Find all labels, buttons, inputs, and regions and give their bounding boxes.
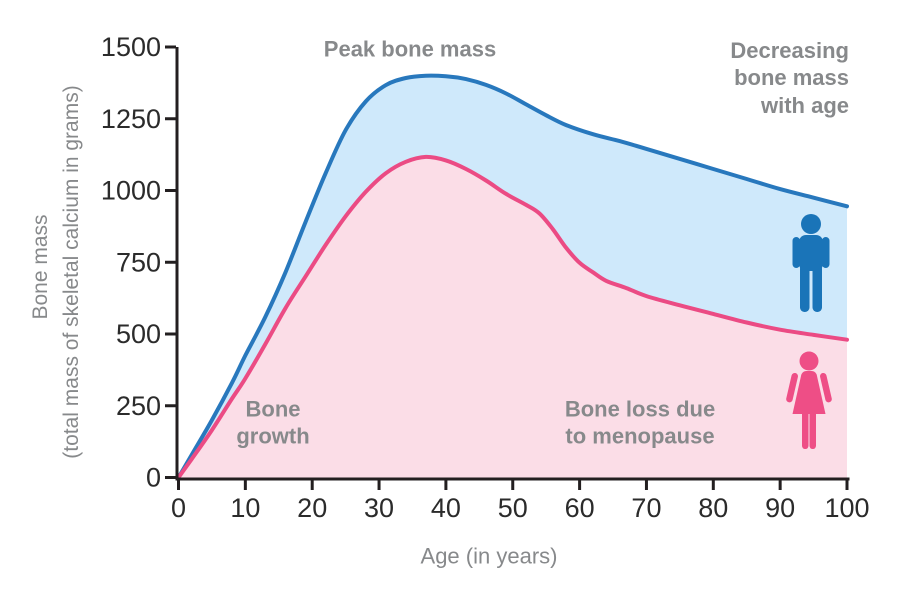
- female-area-fill: [178, 156, 847, 478]
- x-tick-label: 90: [765, 493, 795, 523]
- x-tick-label: 100: [824, 493, 869, 523]
- x-tick-label: 30: [364, 493, 394, 523]
- female-curve: [176, 154, 849, 480]
- x-tick-label: 80: [698, 493, 728, 523]
- annotation-bone-loss-menopause: Bone loss due to menopause: [564, 396, 716, 449]
- y-tick-label: 0: [146, 463, 161, 493]
- x-tick-label: 20: [297, 493, 327, 523]
- female-icon: [786, 351, 832, 449]
- y-tick-label: 1500: [101, 32, 161, 62]
- x-tick-label: 10: [230, 493, 260, 523]
- male-icon: [792, 214, 830, 312]
- y-tick-label: 1250: [101, 104, 161, 134]
- x-tick-label: 0: [171, 493, 186, 523]
- y-tick-label: 500: [116, 319, 161, 349]
- y-axis-label-line1: Bone mass: [28, 214, 52, 320]
- x-tick-label: 70: [631, 493, 661, 523]
- area-fills: [178, 75, 847, 478]
- y-axis-label-line2: (total mass of skeletal calcium in grams…: [59, 85, 83, 459]
- x-axis-label: Age (in years): [420, 543, 558, 569]
- x-tick-label: 40: [431, 493, 461, 523]
- annotation-decreasing-bone-mass: Decreasing bone mass with age: [730, 38, 849, 118]
- curve-lines: [176, 73, 849, 480]
- y-tick-label: 1000: [101, 176, 161, 206]
- x-tick-label: 60: [565, 493, 595, 523]
- male-area-fill: [178, 75, 847, 478]
- annotation-peak-bone-mass: Peak bone mass: [323, 36, 497, 62]
- y-tick-label: 750: [116, 247, 161, 277]
- male-curve: [176, 73, 849, 480]
- axis-ticks: [165, 45, 849, 490]
- axis-tick-labels: 0 250 500 750 1000 1250 1500 0 10 20 30 40 50 60 70 80 9…: [101, 32, 870, 523]
- annotation-bone-growth: Bone growth: [236, 396, 310, 449]
- y-tick-label: 250: [116, 391, 161, 421]
- x-tick-label: 50: [498, 493, 528, 523]
